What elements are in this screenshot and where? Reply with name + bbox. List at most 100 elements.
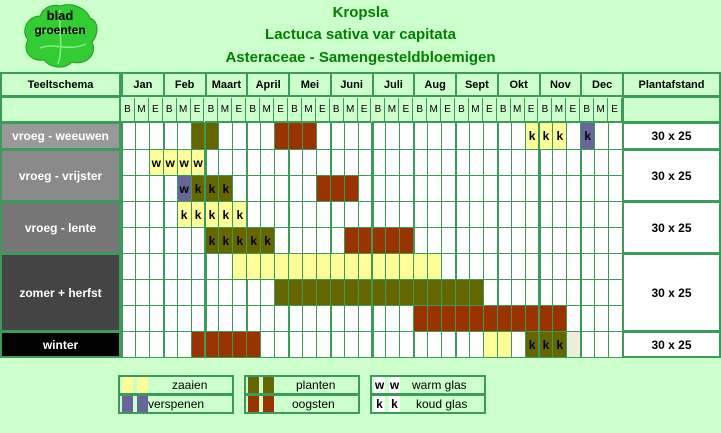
schedule-cell-planten — [456, 280, 469, 305]
grid-cell — [608, 122, 623, 150]
grid-cell — [441, 149, 456, 176]
grid-cell — [413, 149, 429, 176]
row-spacing: 30 x 25 — [622, 149, 721, 202]
grid-cell — [594, 122, 610, 150]
grid-cell — [413, 201, 429, 228]
grid-cell — [385, 122, 401, 150]
grid-cell — [524, 253, 540, 280]
decade-header: E — [566, 98, 581, 122]
grid-cell — [608, 227, 623, 254]
grid-cell — [566, 201, 582, 228]
schedule-cell-zaaien — [497, 332, 511, 357]
grid-cell — [413, 331, 429, 358]
grid-cell — [371, 305, 387, 332]
grid-cell — [441, 331, 456, 358]
grid-cell — [134, 279, 150, 306]
grid-cell — [232, 175, 248, 202]
decade-header: E — [441, 98, 455, 122]
schedule-cell-verspenen: w — [177, 176, 191, 201]
grid-cell — [552, 149, 568, 176]
grid-cell — [594, 201, 610, 228]
grid-cell — [315, 305, 331, 332]
grid-cell — [413, 122, 429, 150]
grid-cell — [594, 279, 610, 306]
grid-cell — [246, 201, 262, 228]
legend-label-oogsten: oogsten — [292, 397, 335, 411]
grid-cell — [538, 279, 554, 306]
decade-header: B — [121, 98, 135, 122]
schedule-cell-oogsten — [302, 123, 316, 149]
decade-header: B — [371, 98, 386, 122]
schedule-cell-oogsten — [372, 228, 386, 253]
grid-cell — [218, 122, 234, 150]
schedule-cell-zaaien — [386, 254, 400, 279]
grid-cell — [455, 175, 470, 202]
month-header: Aug — [413, 72, 457, 97]
grid-cell — [496, 227, 512, 254]
legend-label-zaaien: zaaien — [172, 378, 208, 392]
grid-cell — [148, 305, 164, 332]
schedule-cell-zaaien — [428, 254, 442, 279]
grid-cell — [329, 149, 345, 176]
schedule-cell-zaaien: k — [205, 202, 219, 227]
grid-cell — [482, 279, 498, 306]
grid-cell — [232, 279, 248, 306]
grid-cell — [190, 253, 206, 280]
schedule-cell-zaaien: k — [525, 123, 539, 149]
month-header: Sept — [455, 72, 499, 97]
schedule-cell-oogsten — [289, 123, 302, 149]
grid-cell — [315, 331, 331, 358]
decade-header: M — [385, 98, 400, 122]
grid-cell — [162, 331, 178, 358]
schedule-cell-planten — [372, 280, 386, 305]
schedule-cell-zaaien — [289, 254, 302, 279]
grid-cell — [162, 253, 178, 280]
grid-cell — [274, 227, 289, 254]
grid-cell — [329, 331, 345, 358]
schedule-cell-oogsten — [344, 228, 358, 253]
grid-cell — [343, 305, 359, 332]
grid-cell — [468, 149, 484, 176]
grid-cell — [441, 227, 456, 254]
schedule-cell-planten: k — [219, 176, 233, 201]
grid-cell — [468, 253, 484, 280]
grid-cell — [204, 149, 220, 176]
grid-cell — [121, 122, 136, 150]
decade-header: E — [524, 98, 539, 122]
page-subtitle: Lactuca sativa var capitata — [265, 26, 456, 43]
grid-cell — [524, 227, 540, 254]
decade-header: M — [343, 98, 358, 122]
schedule-cell-planten: k — [261, 228, 275, 253]
grid-cell — [510, 201, 526, 228]
grid-cell — [162, 175, 178, 202]
grid-cell — [580, 175, 596, 202]
grid-cell — [357, 305, 373, 332]
decade-header: B — [538, 98, 553, 122]
schedule-cell-planten: k — [247, 228, 261, 253]
grid-cell — [218, 305, 234, 332]
grid-cell — [232, 305, 248, 332]
decade-header: E — [274, 98, 288, 122]
grid-cell — [510, 122, 526, 150]
schedule-cell-planten — [330, 280, 344, 305]
schedule-cell-oogsten — [358, 228, 372, 253]
grid-cell — [385, 175, 401, 202]
grid-cell — [608, 175, 623, 202]
schedule-cell-oogsten — [344, 176, 358, 201]
decade-header: M — [176, 98, 191, 122]
grid-cell — [315, 227, 331, 254]
schedule-cell-planten: k — [553, 332, 567, 357]
grid-cell — [538, 149, 554, 176]
grid-cell — [162, 122, 178, 150]
grid-cell — [246, 149, 262, 176]
schedule-cell-oogsten — [205, 332, 219, 357]
schedule-cell-planten: k — [233, 228, 247, 253]
grid-cell — [385, 331, 401, 358]
grid-cell — [134, 253, 150, 280]
grid-cell — [121, 175, 136, 202]
grid-cell — [176, 279, 192, 306]
grid-cell — [580, 227, 596, 254]
grid-cell — [148, 175, 164, 202]
grid-cell — [510, 227, 526, 254]
grid-cell — [510, 149, 526, 176]
